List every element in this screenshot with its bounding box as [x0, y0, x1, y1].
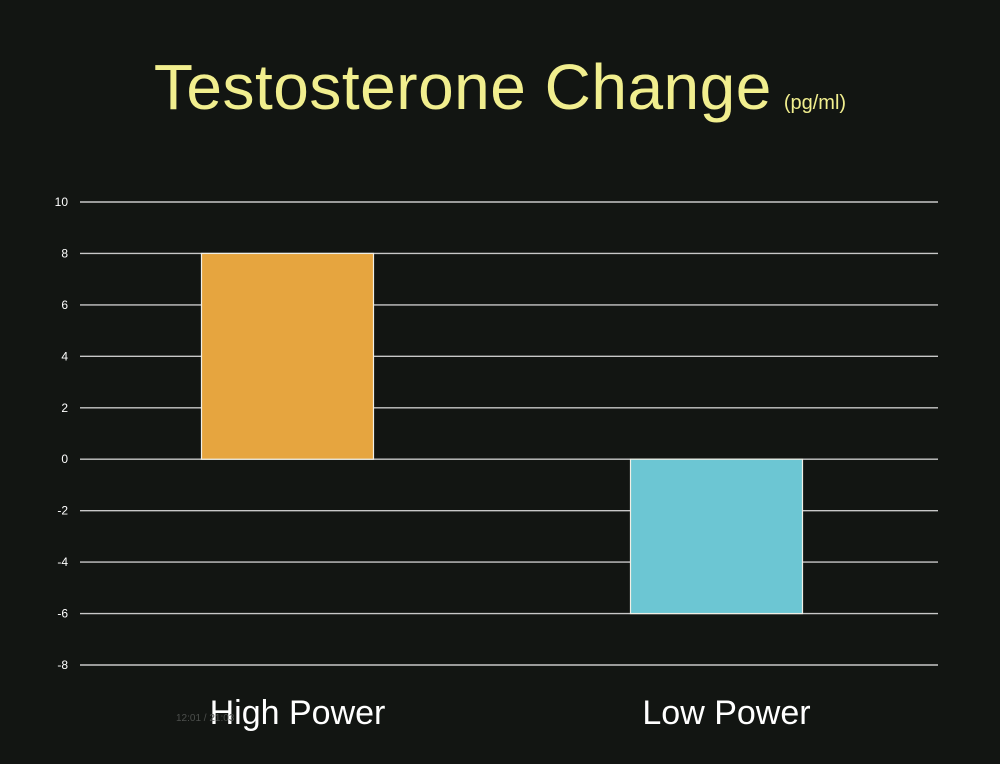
y-tick-label: 0: [61, 452, 68, 466]
chart-title-unit: (pg/ml): [783, 92, 847, 114]
y-tick-label: -4: [57, 555, 68, 569]
bar-low-power: [629, 458, 804, 615]
bars: [200, 252, 804, 615]
y-tick-label: 8: [61, 246, 68, 260]
chart-title: Testosterone Change (pg/ml): [0, 50, 1000, 124]
bar-high-power: [200, 252, 375, 460]
y-tick-label: -6: [57, 607, 68, 621]
y-tick-label: 2: [61, 401, 68, 415]
chart-title-text: Testosterone Change: [153, 51, 772, 123]
y-tick-label: 10: [55, 195, 69, 209]
x-axis-labels: High Power Low Power: [210, 694, 811, 732]
y-tick-label: 4: [61, 349, 68, 363]
y-tick-label: -8: [57, 658, 68, 672]
x-category-label: High Power: [210, 694, 386, 732]
video-timestamp: 12:01 / 21:03: [176, 713, 235, 724]
y-tick-label: 6: [61, 298, 68, 312]
y-tick-label: -2: [57, 504, 68, 518]
x-category-label: Low Power: [642, 694, 810, 732]
y-axis-ticks: 10 8 6 4 2 0 -2 -4 -6 -8: [55, 195, 69, 672]
